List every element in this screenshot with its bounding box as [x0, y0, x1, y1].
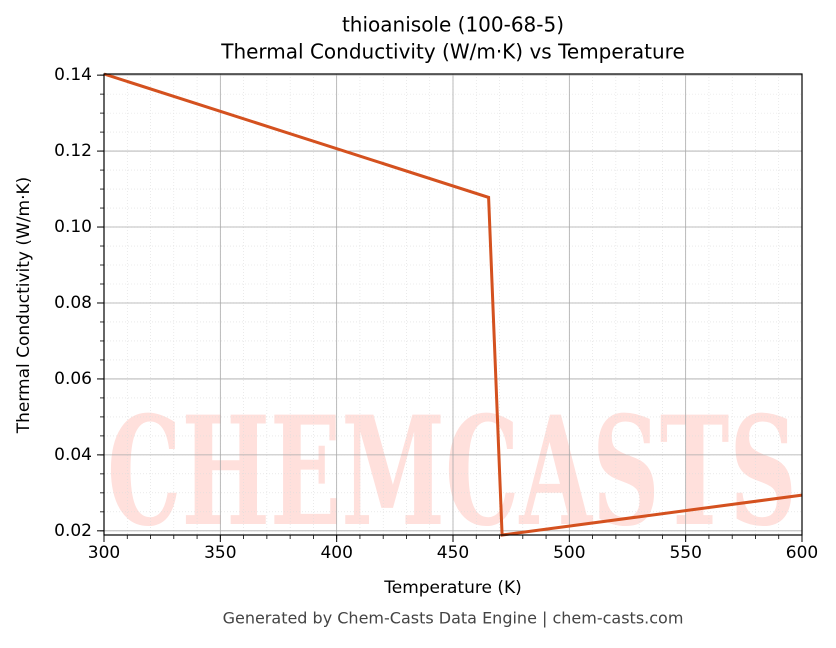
x-tick-label: 350 — [204, 543, 236, 563]
watermark: CHEMCASTS — [107, 384, 797, 560]
y-tick-label: 0.02 — [54, 521, 92, 541]
y-axis-label: Thermal Conductivity (W/m·K) — [14, 177, 34, 435]
x-axis-label: Temperature (K) — [383, 578, 522, 598]
x-tick-label: 550 — [669, 543, 701, 563]
x-tick-label: 450 — [437, 543, 469, 563]
y-tick-label: 0.06 — [54, 369, 92, 389]
data-line — [103, 72, 803, 537]
chart-title: thioanisole (100-68-5) — [342, 13, 564, 37]
x-tick-label: 600 — [786, 543, 818, 563]
x-tick-label: 300 — [88, 543, 120, 563]
y-tick-label: 0.12 — [54, 141, 92, 161]
x-tick-label: 400 — [320, 543, 352, 563]
footer: Generated by Chem-Casts Data Engine | ch… — [223, 609, 684, 628]
y-tick-label: 0.04 — [54, 445, 92, 465]
y-tick-label: 0.08 — [54, 293, 92, 313]
plot-frame — [103, 73, 803, 536]
chart-subtitle: Thermal Conductivity (W/m·K) vs Temperat… — [220, 40, 685, 64]
y-tick-label: 0.10 — [54, 217, 92, 237]
y-tick-label: 0.14 — [54, 65, 92, 85]
x-tick-label: 500 — [553, 543, 585, 563]
